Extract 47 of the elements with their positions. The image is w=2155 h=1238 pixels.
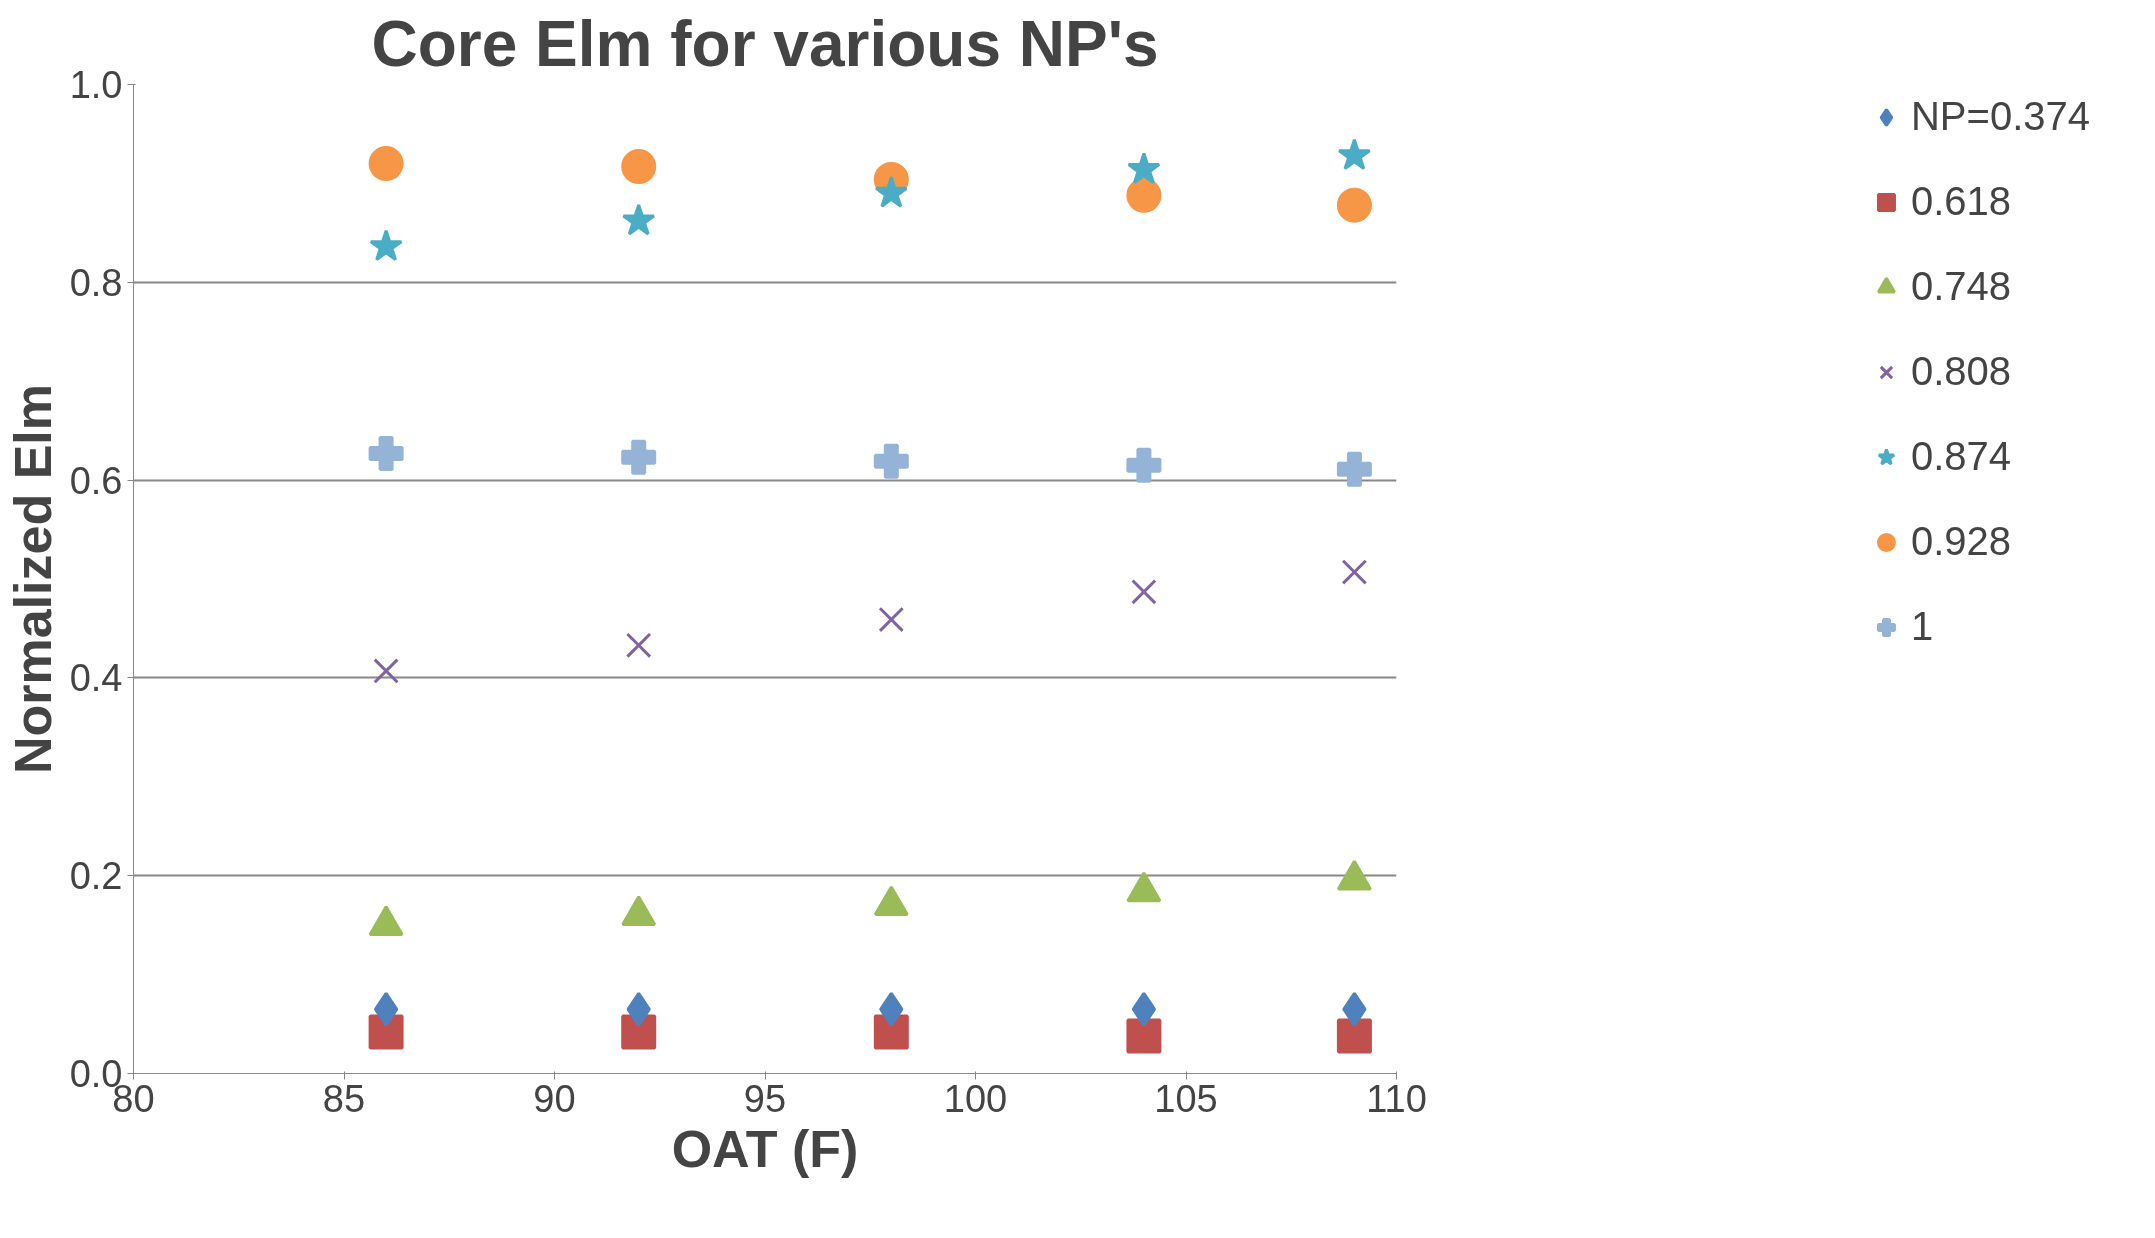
legend-label: 0.808 <box>1910 349 2012 394</box>
point <box>1336 187 1372 223</box>
y-tick-label: 0.6 <box>69 459 123 502</box>
x-tick-label: 95 <box>743 1077 787 1120</box>
point <box>1336 1018 1372 1054</box>
legend-label: 0.874 <box>1910 434 2012 479</box>
point <box>874 175 909 208</box>
point <box>878 606 905 633</box>
legend-label: 1 <box>1910 604 1934 649</box>
y-axis-title: Normalized Elm <box>3 383 62 775</box>
point <box>1341 559 1368 585</box>
legend-label: NP=0.374 <box>1910 94 2090 139</box>
y-tick-label: 1.0 <box>69 64 123 106</box>
point <box>625 632 652 659</box>
point <box>373 658 399 684</box>
point <box>621 1014 657 1050</box>
legend-label: 0.928 <box>1910 519 2012 564</box>
point <box>368 435 404 471</box>
x-axis-title: OAT (F) <box>671 1119 859 1178</box>
point <box>373 991 399 1027</box>
point <box>621 439 657 475</box>
point <box>621 149 657 185</box>
x-tick-label: 90 <box>533 1077 576 1120</box>
point <box>873 1014 909 1050</box>
point <box>1126 447 1162 483</box>
x-tick-label: 100 <box>943 1077 1008 1120</box>
point <box>368 146 404 182</box>
x-tick-label: 110 <box>1366 1077 1427 1120</box>
y-tick-label: 0.8 <box>69 261 123 304</box>
x-tick-label: 85 <box>322 1077 366 1120</box>
point <box>1336 451 1372 487</box>
y-tick-label: 0.2 <box>69 855 123 898</box>
legend-label: 0.748 <box>1910 264 2012 309</box>
point <box>368 1014 404 1050</box>
point <box>1127 152 1161 184</box>
point <box>1126 177 1162 213</box>
legend-label: 0.618 <box>1910 179 2012 224</box>
chart-title: Core Elm for various NP's <box>371 7 1159 80</box>
y-tick-label: 0.4 <box>69 657 123 700</box>
point <box>369 229 403 262</box>
point <box>1126 1018 1162 1054</box>
point <box>621 203 656 236</box>
x-tick-label: 105 <box>1154 1077 1218 1120</box>
point <box>1337 138 1372 171</box>
point <box>1131 991 1157 1027</box>
point <box>1131 579 1157 605</box>
point <box>873 443 909 479</box>
